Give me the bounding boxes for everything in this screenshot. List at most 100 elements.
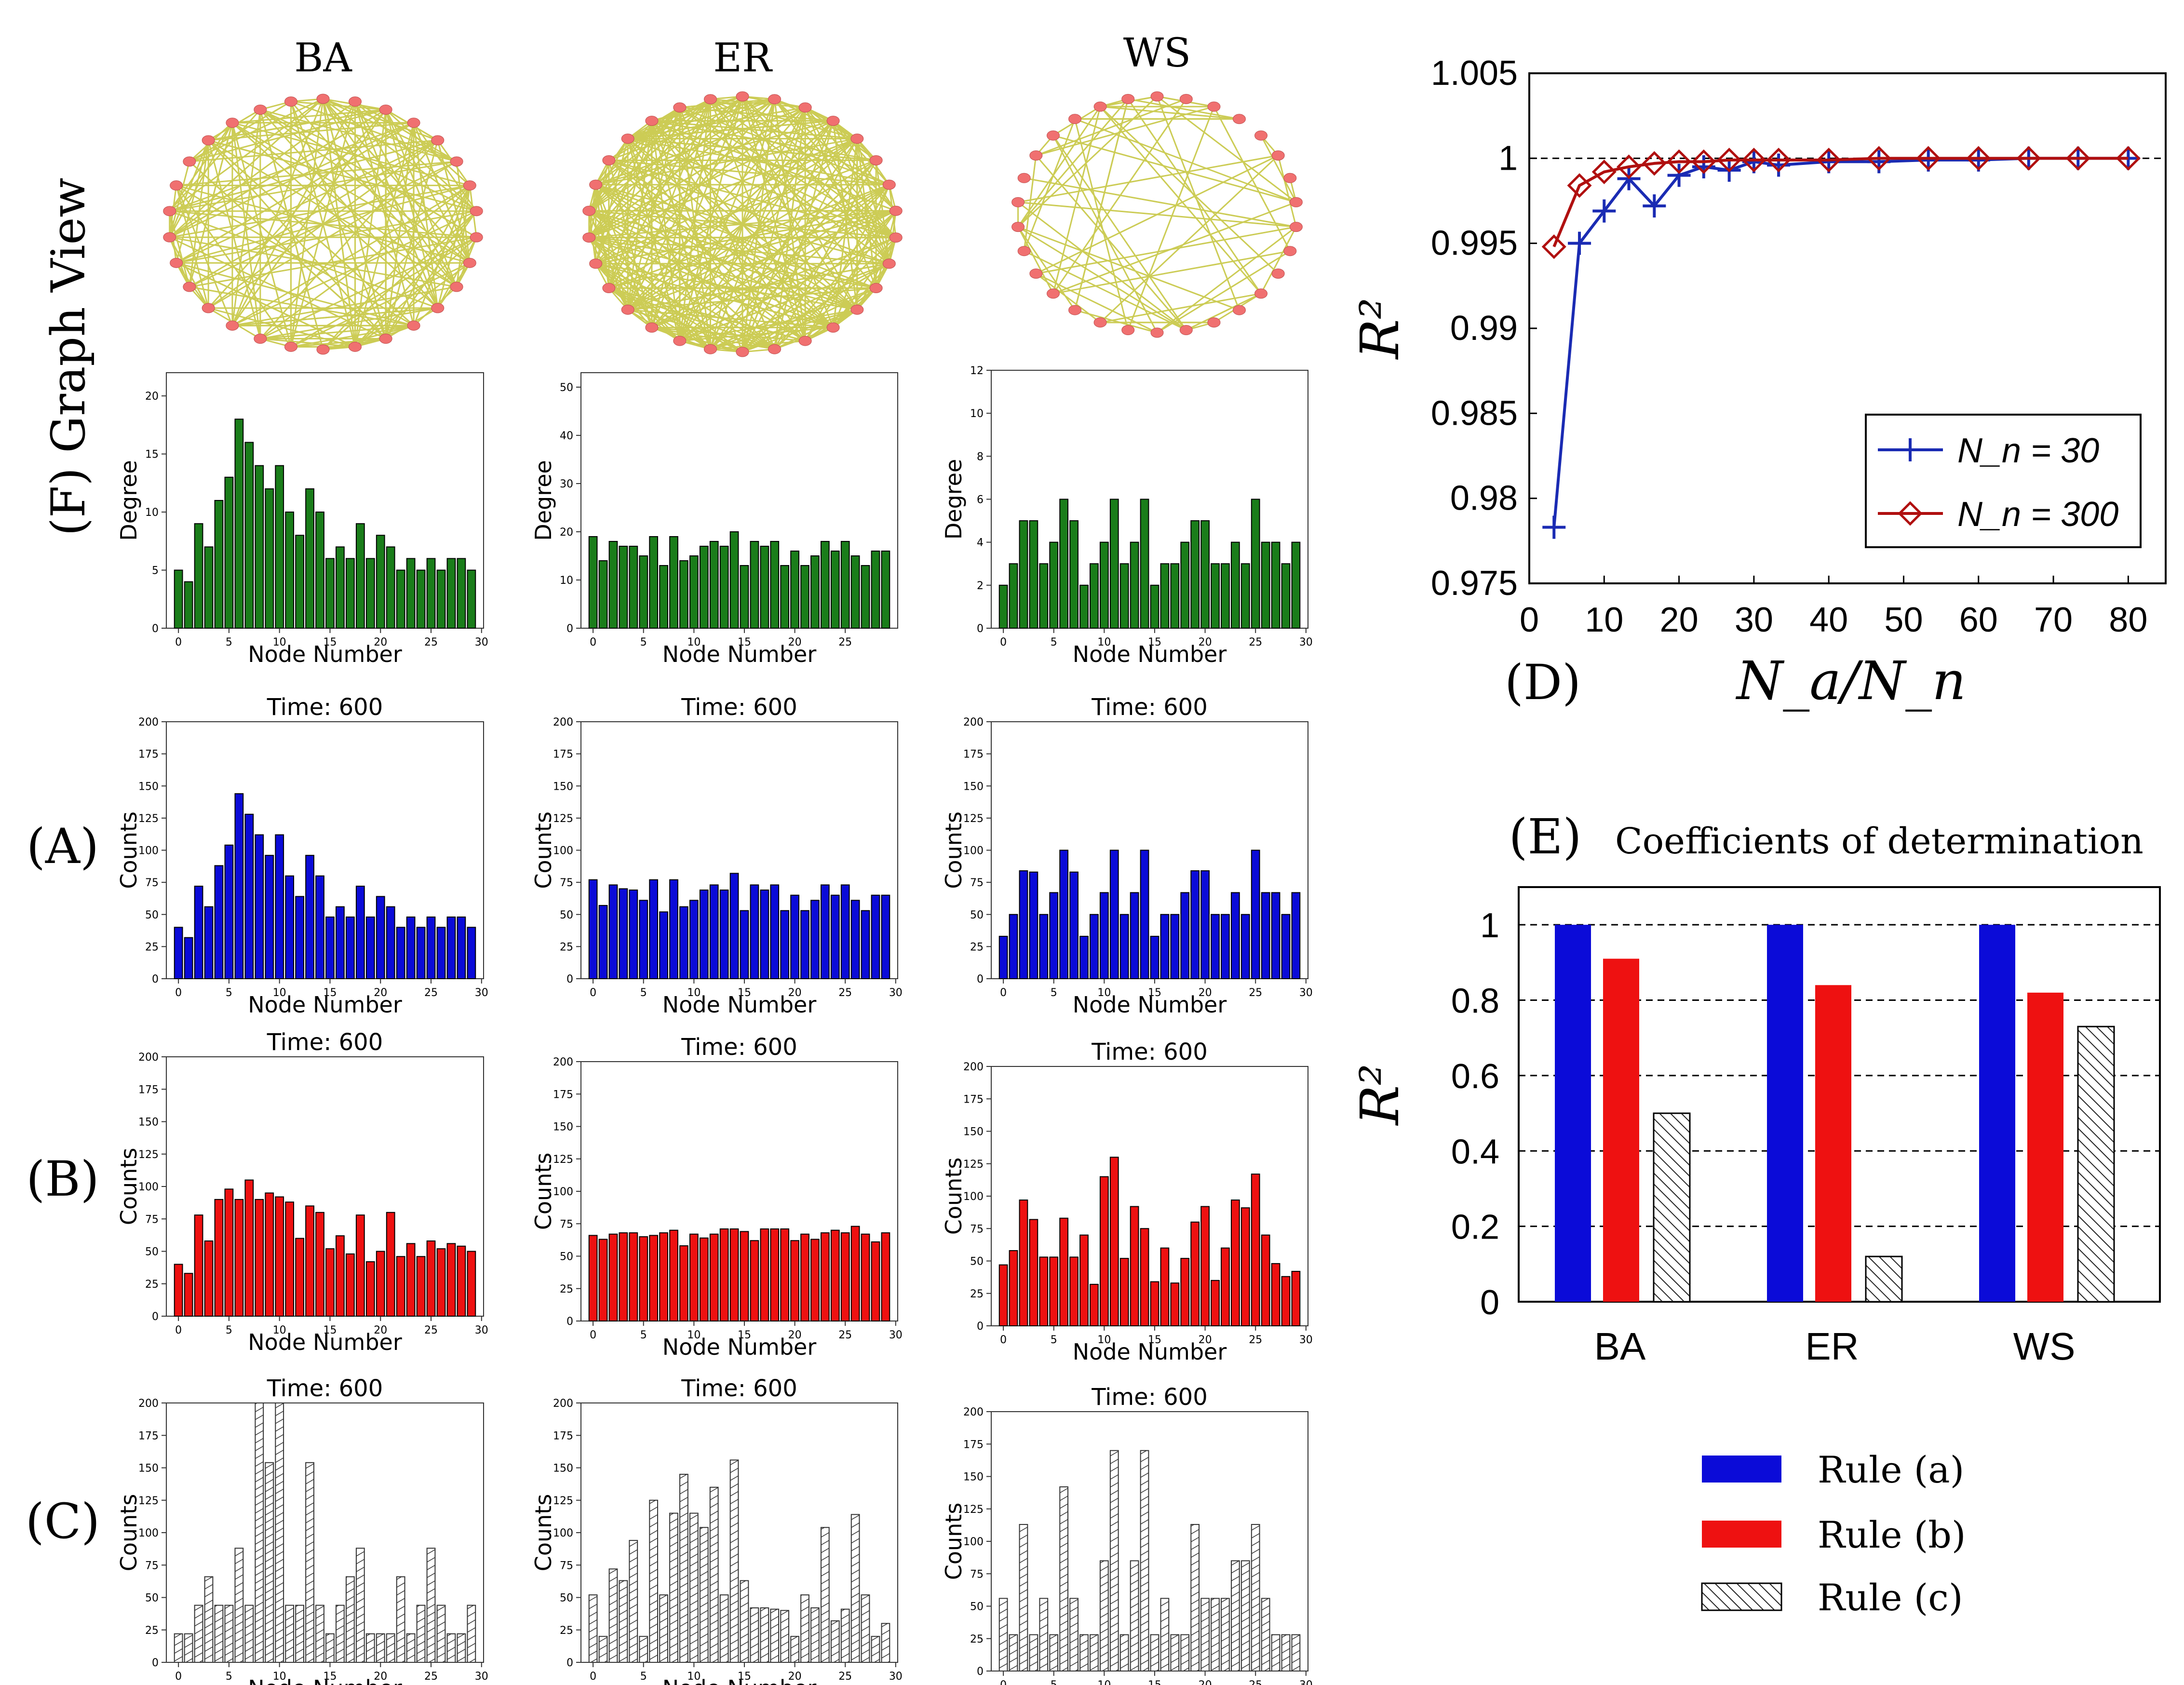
graph-node xyxy=(798,336,812,346)
x-tick-label: 30 xyxy=(1299,636,1313,648)
bar xyxy=(840,1232,850,1322)
y-tick-label: 50 xyxy=(560,1592,573,1604)
graph-edge xyxy=(741,107,806,352)
graph-edge xyxy=(169,236,457,288)
bar xyxy=(1160,1247,1170,1327)
bar xyxy=(1180,541,1190,629)
graph-node xyxy=(582,232,596,243)
bar xyxy=(871,551,880,629)
graph-node xyxy=(1254,288,1268,299)
bar xyxy=(1069,1598,1079,1672)
bar xyxy=(426,558,436,629)
graph-edge xyxy=(1213,106,1291,252)
bar xyxy=(1150,936,1159,980)
graph-node xyxy=(736,91,749,102)
x-axis-label: Node Number xyxy=(1073,1339,1227,1365)
bar xyxy=(416,927,426,980)
bar xyxy=(1009,914,1018,979)
graph-edge xyxy=(208,140,387,339)
bar xyxy=(365,1633,375,1663)
graph-edge xyxy=(189,139,438,162)
bar xyxy=(1261,1234,1270,1326)
bar xyxy=(265,855,274,980)
graph-node xyxy=(589,179,603,190)
graph-edge xyxy=(207,140,261,339)
bar xyxy=(1251,1524,1260,1672)
bar xyxy=(861,1233,870,1322)
y-tick-label: 150 xyxy=(138,1117,159,1129)
bar xyxy=(639,555,648,629)
bar xyxy=(457,917,466,979)
graph-edge xyxy=(1127,106,1215,331)
bar xyxy=(467,927,476,980)
bar xyxy=(376,896,385,979)
y-tick-label: 150 xyxy=(553,781,573,793)
bar xyxy=(204,546,214,629)
graph-node xyxy=(589,258,603,269)
bar xyxy=(1059,1217,1069,1326)
graph-edge xyxy=(1186,293,1262,331)
bar xyxy=(1099,1176,1109,1326)
graph-edge xyxy=(322,185,471,350)
graph-edge xyxy=(322,210,477,350)
graph-node xyxy=(1150,91,1164,102)
bar xyxy=(1090,1283,1099,1326)
graph-edge xyxy=(169,236,386,339)
y-tick-label: 200 xyxy=(138,716,159,728)
bar xyxy=(224,1188,234,1317)
bar xyxy=(1109,1157,1119,1327)
bar xyxy=(184,581,193,629)
graph-node xyxy=(183,282,196,292)
y-tick-label: 0 xyxy=(566,1657,573,1669)
x-tick-label: 30 xyxy=(1299,1334,1313,1346)
bar xyxy=(355,1548,365,1663)
y-axis-label: Counts xyxy=(116,1148,142,1226)
chart-frame xyxy=(580,372,898,629)
bar xyxy=(810,1607,820,1663)
bar xyxy=(234,1548,244,1663)
bar xyxy=(608,1568,618,1663)
graph-node xyxy=(316,344,330,355)
y-tick-label: 75 xyxy=(145,877,159,889)
graph-node xyxy=(1011,197,1025,207)
graph-node xyxy=(226,118,239,128)
bar xyxy=(224,1604,234,1663)
graph-edge xyxy=(627,95,743,140)
x-tick-label: 0 xyxy=(590,1671,596,1683)
graph-node xyxy=(1207,317,1221,328)
bar xyxy=(406,1243,416,1317)
graph-edge xyxy=(627,107,681,310)
x-axis-label: Node Number xyxy=(662,1675,817,1685)
graph-edge xyxy=(1074,119,1129,331)
bar xyxy=(1291,1634,1301,1672)
graph-edge xyxy=(354,210,477,348)
graph-edge xyxy=(595,184,653,328)
y-tick-label: 8 xyxy=(977,451,984,463)
bar xyxy=(1059,1486,1069,1672)
bar xyxy=(446,1633,456,1663)
x-tick-label: 15 xyxy=(738,1671,751,1683)
bar xyxy=(1221,914,1230,979)
graph-edge xyxy=(232,286,457,326)
bar xyxy=(1150,1634,1159,1672)
y-tick-label: 0 xyxy=(566,623,573,635)
y-tick-label: 175 xyxy=(553,749,573,761)
x-tick-label: 30 xyxy=(475,987,488,999)
bar xyxy=(325,917,335,979)
bar xyxy=(750,1607,759,1663)
bar xyxy=(416,569,426,629)
graph-edge xyxy=(741,210,897,353)
bar xyxy=(265,1462,274,1663)
bar xyxy=(255,834,264,980)
x-axis-label: Node Number xyxy=(662,1334,817,1360)
graph-edge xyxy=(169,98,324,238)
graph-edge xyxy=(651,121,743,352)
graph-edge xyxy=(832,184,890,328)
y-tick-label: 175 xyxy=(963,749,984,761)
bar xyxy=(1603,958,1639,1302)
graph-node xyxy=(284,341,297,352)
chart-frame xyxy=(166,721,484,979)
bar xyxy=(204,1240,214,1317)
bar xyxy=(446,917,456,979)
chart-ER-C: 0 25 50 75 100 125 150 175 200 0 5 10 15 20 25 30 Node N… xyxy=(530,1375,903,1685)
